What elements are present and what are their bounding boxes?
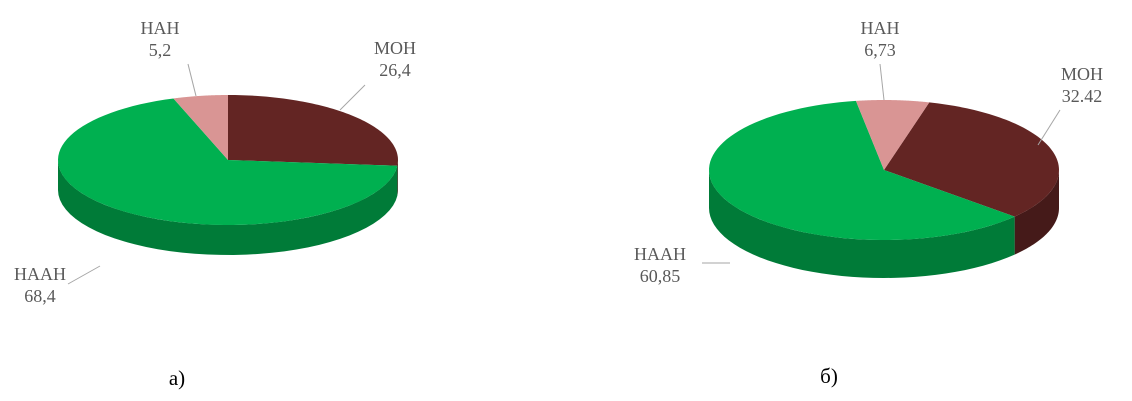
leader-line bbox=[339, 84, 366, 111]
value-label: 26,4 bbox=[379, 60, 411, 80]
value-label: 5,2 bbox=[149, 40, 172, 60]
pie-side bbox=[1014, 170, 1059, 255]
value-label: 68,4 bbox=[24, 286, 56, 306]
pie-side bbox=[709, 170, 1015, 278]
caption: а) bbox=[169, 366, 185, 390]
value-label: 6,73 bbox=[864, 40, 896, 60]
category-label: МОН bbox=[374, 38, 416, 58]
pie-slice bbox=[884, 102, 1059, 217]
category-label: МОН bbox=[1061, 64, 1103, 84]
pie-slice bbox=[173, 95, 228, 160]
pie-slice bbox=[58, 98, 398, 225]
pie-side bbox=[58, 160, 398, 255]
value-label: 60,85 bbox=[640, 266, 681, 286]
category-label: НАН bbox=[141, 18, 180, 38]
pie-slice bbox=[228, 95, 398, 166]
pie-slice bbox=[855, 100, 930, 170]
pie-side bbox=[397, 160, 398, 196]
leader-line bbox=[879, 63, 885, 101]
category-label: НААН bbox=[634, 244, 686, 264]
category-label: НАН bbox=[861, 18, 900, 38]
leader-line bbox=[1037, 109, 1061, 146]
leader-line bbox=[67, 265, 101, 285]
caption: б) bbox=[820, 364, 838, 388]
value-label: 32.42 bbox=[1062, 86, 1103, 106]
category-label: НААН bbox=[14, 264, 66, 284]
leader-line bbox=[187, 63, 197, 97]
pie-slice bbox=[709, 100, 1015, 240]
